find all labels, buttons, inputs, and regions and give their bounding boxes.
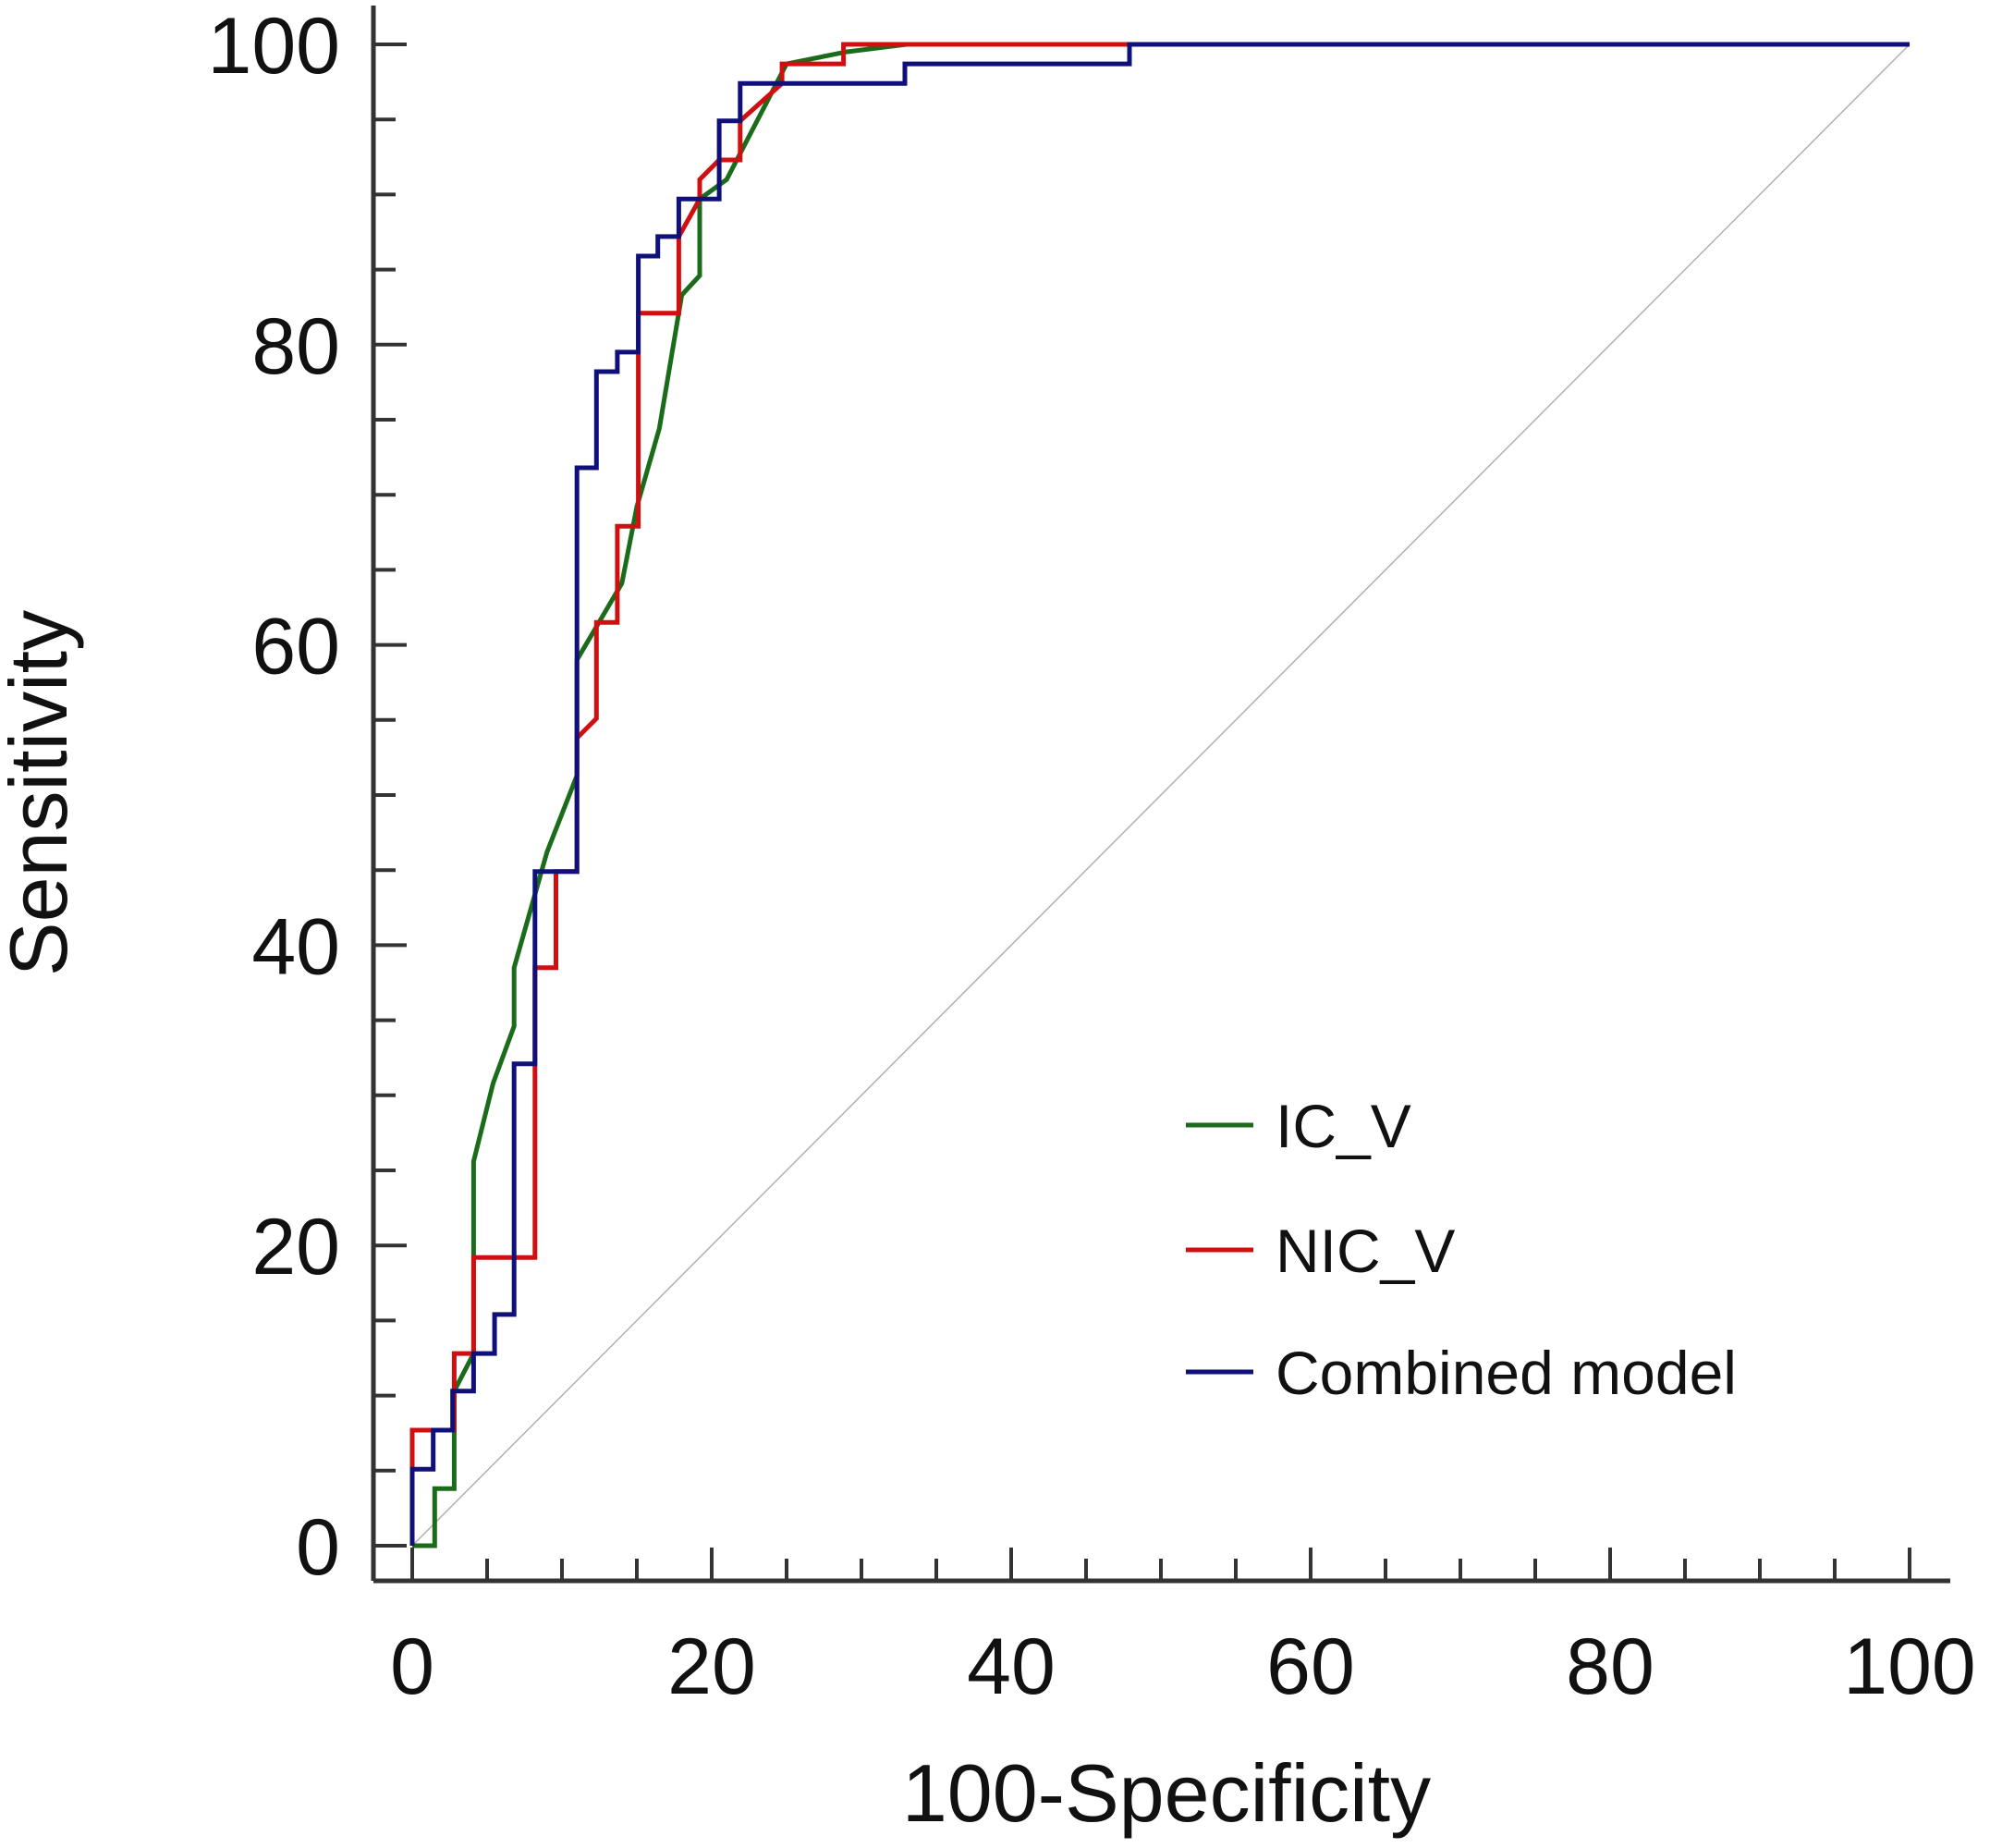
y-tick-label: 40 bbox=[251, 902, 340, 991]
y-tick-label: 20 bbox=[251, 1203, 340, 1291]
y-tick-label: 60 bbox=[251, 603, 340, 691]
legend: IC_V NIC_V Combined model bbox=[1186, 1092, 1737, 1407]
legend-label-nic-v: NIC_V bbox=[1276, 1217, 1455, 1285]
series-layer bbox=[409, 42, 1910, 1548]
x-tick-label: 40 bbox=[967, 1622, 1056, 1711]
ticks-layer: 0 20 40 60 80 100 0 20 40 60 80 100 bbox=[208, 2, 1976, 1711]
x-tick-label: 100 bbox=[1843, 1622, 1976, 1711]
x-axis-label: 100-Specificity bbox=[902, 1747, 1431, 1839]
reference-diagonal-line bbox=[411, 43, 1911, 1547]
y-tick-label: 80 bbox=[251, 302, 340, 391]
x-tick-label: 60 bbox=[1266, 1622, 1355, 1711]
reference-layer bbox=[411, 43, 1911, 1547]
y-axis-label: Sensitivity bbox=[0, 610, 84, 976]
y-tick-label: 100 bbox=[208, 2, 341, 91]
y-tick-label: 0 bbox=[296, 1503, 340, 1592]
legend-label-ic-v: IC_V bbox=[1276, 1092, 1411, 1160]
x-tick-label: 0 bbox=[390, 1622, 434, 1711]
x-tick-label: 80 bbox=[1566, 1622, 1654, 1711]
x-tick-label: 20 bbox=[667, 1622, 756, 1711]
series-line-combined-model bbox=[409, 42, 1910, 1546]
legend-label-combined-model: Combined model bbox=[1276, 1339, 1737, 1407]
